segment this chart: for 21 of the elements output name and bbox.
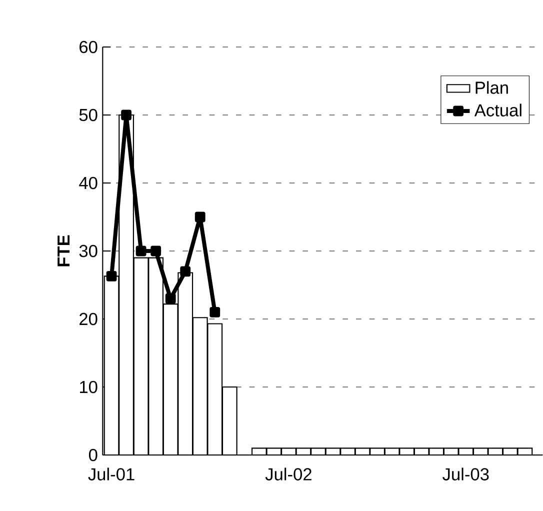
y-tick-label: 60 xyxy=(80,40,98,54)
point xyxy=(136,246,146,256)
point xyxy=(121,110,132,120)
y-tick-label: 10 xyxy=(80,380,98,394)
legend-label: Plan xyxy=(476,81,508,94)
point xyxy=(165,293,176,304)
y-tick-label: 30 xyxy=(79,244,98,258)
y-tick-label: 0 xyxy=(88,448,98,462)
y-tick-label: 40 xyxy=(79,176,98,190)
point xyxy=(180,266,191,277)
legend-label: Actual xyxy=(474,104,522,116)
point xyxy=(194,212,206,222)
point xyxy=(210,307,220,318)
y-axis-title: FTE xyxy=(58,235,70,266)
x-tick-label: Jul-03 xyxy=(442,468,489,480)
point xyxy=(106,270,117,282)
x-tick-label: Jul-02 xyxy=(265,468,312,480)
y-tick-label: 20 xyxy=(80,312,98,326)
point xyxy=(150,246,162,256)
y-tick-label: 50 xyxy=(79,108,98,122)
x-tick-label: Jul-01 xyxy=(88,468,134,480)
